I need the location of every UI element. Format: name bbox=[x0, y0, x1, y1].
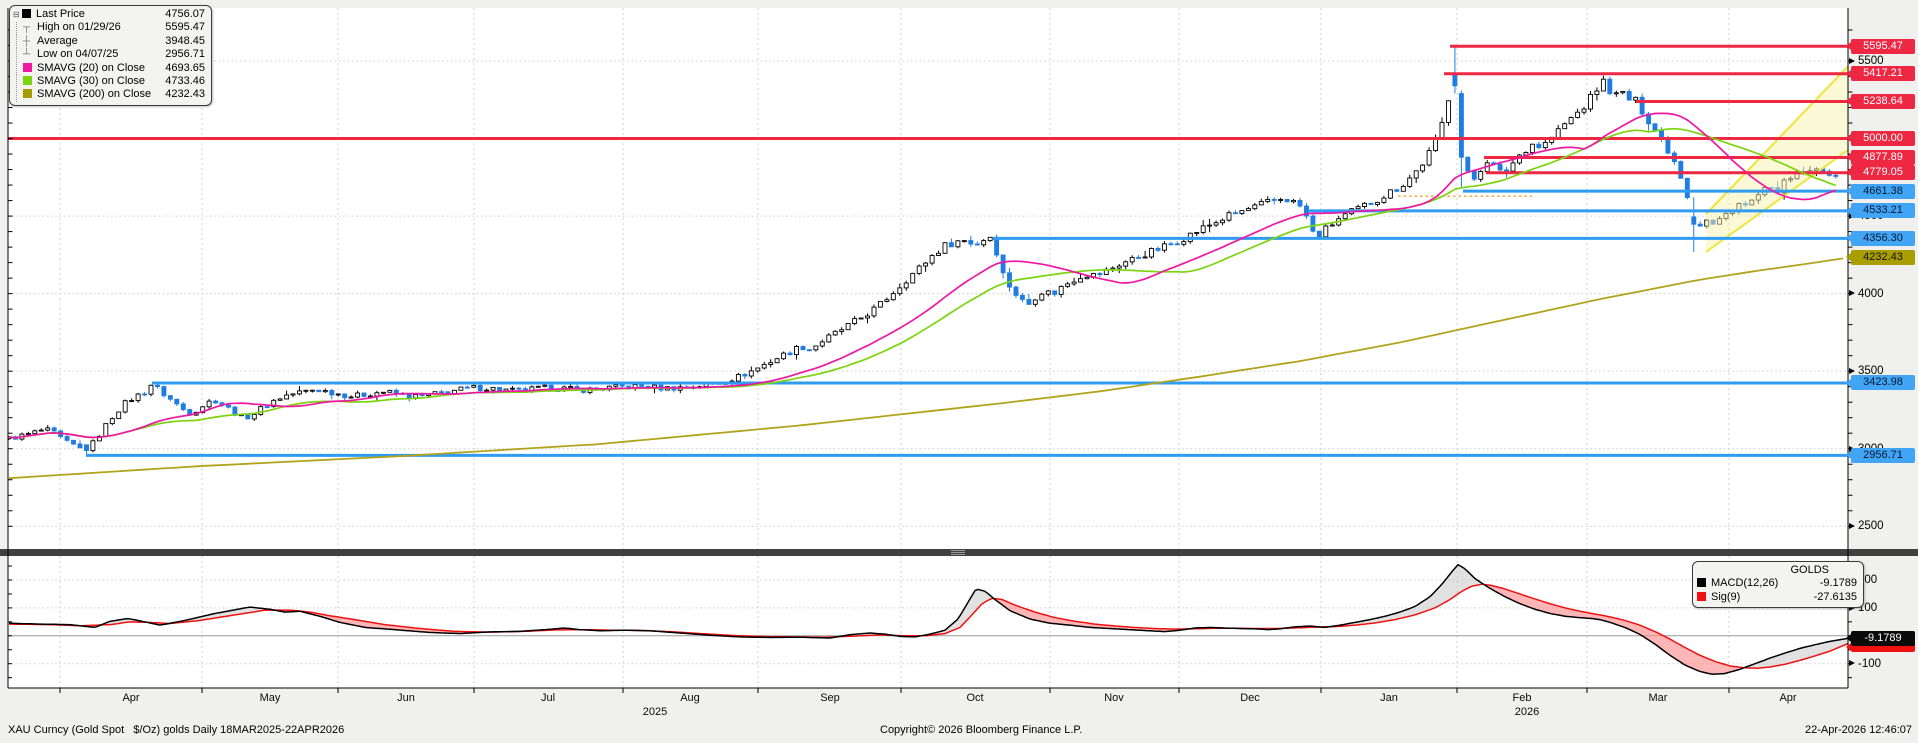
price-legend-label: SMAVG (20) on Close bbox=[37, 61, 146, 74]
month-axis-label: Jan bbox=[1380, 692, 1398, 704]
price-legend-label: SMAVG (200) on Close bbox=[37, 88, 152, 101]
macd-legend-label: Sig(9) bbox=[1711, 590, 1741, 603]
macd-legend-row: Sig(9) -27.6135 bbox=[1697, 591, 1857, 604]
series-swatch bbox=[1697, 591, 1711, 604]
month-axis-label: Dec bbox=[1240, 692, 1260, 704]
price-legend-value: 4756.07 bbox=[165, 8, 205, 20]
legend-tree-rail bbox=[16, 88, 23, 102]
price-legend-row: SMAVG (200) on Close 4232.43 bbox=[13, 88, 205, 102]
gridlines-layer bbox=[8, 8, 1848, 688]
series-swatch bbox=[23, 75, 37, 88]
price-legend-row: ┼ Average 3948.45 bbox=[13, 34, 205, 49]
macd-legend-label: MACD(12,26) bbox=[1711, 577, 1779, 590]
macd-legend[interactable]: GOLDS MACD(12,26) -9.1789 Sig(9) -27.6135 bbox=[1692, 561, 1864, 609]
price-legend-value: 2956.71 bbox=[165, 48, 205, 61]
price-axis-tick: 3500 bbox=[1849, 365, 1884, 378]
price-lines-layer bbox=[8, 44, 1848, 457]
series-swatch-icon bbox=[23, 89, 32, 99]
price-line-label[interactable]: 5417.21 bbox=[1846, 66, 1915, 82]
macd-current-label[interactable]: -9.1789 bbox=[1846, 630, 1915, 646]
price-legend-row: ┴ Low on 04/07/25 2956.71 bbox=[13, 48, 205, 62]
month-axis-label: Aug bbox=[680, 692, 700, 704]
series-swatch-icon bbox=[23, 76, 32, 86]
month-axis-label: Oct bbox=[966, 692, 984, 704]
legend-tree-rail bbox=[16, 61, 23, 75]
average-marker-icon: ┼ bbox=[23, 35, 31, 47]
price-line-label[interactable]: 4877.89 bbox=[1846, 149, 1915, 165]
price-legend-row: ⊟ Last Price 4756.07 bbox=[13, 8, 205, 21]
month-axis-label: Jul bbox=[540, 692, 556, 704]
month-axis-label: Sep bbox=[820, 692, 840, 704]
panel-divider-grip[interactable] bbox=[951, 550, 965, 555]
price-line-label[interactable]: 4661.38 bbox=[1846, 183, 1915, 199]
month-axis-label: Apr bbox=[1779, 692, 1797, 704]
status-timestamp: 22-Apr-2026 12:46:07 bbox=[1804, 724, 1912, 736]
month-axis-label: Apr bbox=[122, 692, 140, 704]
month-axis-label: May bbox=[259, 692, 281, 704]
price-line-label[interactable]: 5238.64 bbox=[1846, 94, 1915, 110]
price-legend-row: SMAVG (20) on Close 4693.65 bbox=[13, 62, 205, 75]
series-swatch-icon bbox=[22, 9, 31, 18]
status-copyright-text: Copyright© 2026 Bloomberg Finance L.P. bbox=[880, 724, 1083, 736]
series-swatch bbox=[23, 62, 37, 75]
price-axis-tick: 5500 bbox=[1849, 55, 1884, 67]
legend-tree-rail bbox=[16, 21, 23, 35]
series-swatch-icon bbox=[1697, 578, 1706, 588]
price-legend-value: 4733.46 bbox=[165, 75, 205, 88]
low-marker-icon: ┴ bbox=[23, 49, 31, 61]
price-legend-value: 4232.43 bbox=[165, 88, 205, 101]
legend-tree-rail bbox=[16, 48, 23, 62]
price-legend-label: Average bbox=[37, 34, 78, 47]
price-legend-label: Last Price bbox=[36, 8, 85, 20]
price-legend[interactable]: ⊟ Last Price 4756.07 ┬ High on 01/29/26 5595.… bbox=[9, 5, 212, 106]
price-line-label[interactable]: 5595.47 bbox=[1846, 38, 1915, 54]
month-axis-label: Mar bbox=[1648, 692, 1668, 704]
price-legend-label: SMAVG (30) on Close bbox=[37, 75, 146, 88]
price-legend-value: 3948.45 bbox=[165, 34, 205, 47]
price-line-label[interactable]: 2956.71 bbox=[1846, 447, 1915, 463]
series-swatch-icon bbox=[1697, 591, 1706, 601]
month-axis-label: Jun bbox=[397, 692, 415, 704]
macd-layer bbox=[9, 563, 1848, 675]
moving-averages-layer bbox=[8, 112, 1844, 480]
status-security-text: XAU Curncy (Gold Spot $/Oz) golds Daily … bbox=[8, 724, 345, 736]
legend-collapse-icon[interactable]: ⊟ bbox=[13, 10, 20, 19]
month-axis-label: Feb bbox=[1512, 692, 1532, 704]
price-legend-label: High on 01/29/26 bbox=[37, 21, 121, 34]
price-axis-tick: 2500 bbox=[1849, 520, 1884, 533]
macd-legend-row: MACD(12,26) -9.1789 bbox=[1697, 577, 1857, 590]
macd-legend-value: -27.6135 bbox=[1813, 590, 1857, 603]
macd-legend-value: -9.1789 bbox=[1819, 577, 1857, 590]
year-axis-label: 2025 bbox=[642, 706, 668, 718]
price-line-label[interactable]: 4232.43 bbox=[1846, 250, 1915, 266]
price-legend-label: Low on 04/07/25 bbox=[37, 48, 119, 61]
price-legend-value: 5595.47 bbox=[165, 21, 205, 34]
price-line-label[interactable]: 3423.98 bbox=[1846, 375, 1915, 391]
price-line-label[interactable]: 5000.00 bbox=[1846, 131, 1915, 147]
price-legend-row: ┬ High on 01/29/26 5595.47 bbox=[13, 21, 205, 35]
price-line-label[interactable]: 4533.21 bbox=[1846, 203, 1915, 219]
price-axis-tick: 4000 bbox=[1849, 287, 1884, 300]
price-legend-row: SMAVG (30) on Close 4733.46 bbox=[13, 75, 205, 89]
year-axis-label: 2026 bbox=[1514, 706, 1540, 718]
price-line-label[interactable]: 4356.30 bbox=[1846, 230, 1915, 246]
macd-legend-title: GOLDS bbox=[1790, 564, 1829, 576]
series-swatch bbox=[23, 88, 37, 101]
series-swatch bbox=[22, 8, 36, 21]
month-axis-label: Nov bbox=[1104, 692, 1124, 704]
series-swatch bbox=[1697, 577, 1711, 590]
high-marker-icon: ┬ bbox=[23, 22, 31, 34]
series-swatch-icon bbox=[23, 62, 32, 72]
price-line-label[interactable]: 4779.05 bbox=[1846, 165, 1915, 181]
macd-axis-tick: -100 bbox=[1848, 657, 1882, 670]
legend-tree-rail bbox=[16, 75, 23, 89]
legend-tree-rail bbox=[16, 35, 23, 49]
price-legend-value: 4693.65 bbox=[165, 61, 205, 74]
